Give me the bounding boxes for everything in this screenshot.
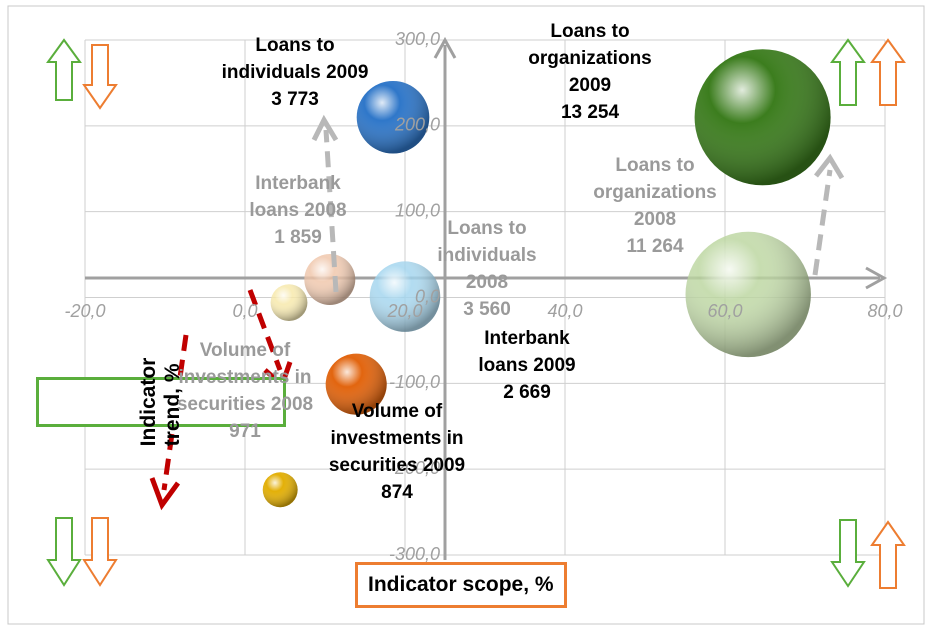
frame	[7, 5, 925, 625]
bubble-name: Volume of investments in securities 2008	[176, 340, 314, 415]
y-tick-label: 200,0	[394, 115, 440, 135]
bubble-size-label: 3 773	[271, 89, 319, 110]
bubble-size-label: 13 254	[560, 102, 620, 123]
bubble-size-label: 971	[229, 421, 261, 442]
x-tick-label: -20,0	[64, 301, 105, 321]
bubble-label: Volume of investments in securities 2008…	[165, 337, 325, 445]
bubble-name: Loans to organizations 2008	[593, 155, 717, 230]
x-tick-label: 80,0	[867, 301, 902, 321]
x-axis-title: Indicator scope, %	[355, 562, 567, 608]
bubble-size-label: 2 669	[503, 382, 551, 403]
bubble-name: Loans to individuals 2008	[437, 218, 537, 293]
bubble-size-label: 874	[381, 482, 413, 503]
y-tick-label: -200,0	[389, 458, 440, 478]
y-tick-label: 100,0	[395, 200, 440, 220]
bubble-size-label: 3 560	[463, 299, 511, 320]
bubble-name: Volume of investments in securities 2009	[328, 401, 466, 476]
bubble-size-label: 1 859	[274, 227, 322, 248]
bubble-name: Loans to organizations 2009	[528, 21, 652, 96]
bubble	[270, 284, 308, 322]
x-tick-label: 60,0	[707, 301, 742, 321]
x-tick-label: 0,0	[232, 301, 257, 321]
bubble-label: Interbank loans 2009 2 669	[462, 325, 592, 406]
y-tick-label: -100,0	[389, 372, 440, 392]
bubble-label: Loans to organizations 2008 11 264	[570, 152, 740, 260]
bubble-label: Loans to individuals 2008 3 560	[422, 215, 552, 323]
x-tick-label: 20,0	[386, 301, 422, 321]
bubble-name: Loans to individuals 2009	[221, 35, 369, 83]
y-tick-label: -300,0	[389, 544, 440, 564]
x-tick-label: 40,0	[547, 301, 582, 321]
bubble	[262, 472, 298, 508]
bubble-label: Interbank loans 2008 1 859	[233, 170, 363, 251]
corner-icons	[46, 38, 906, 589]
bubble-label: Loans to organizations 2009 13 254	[510, 18, 670, 126]
bubble-size-label: 11 264	[626, 236, 684, 257]
y-tick-label: 300,0	[395, 29, 440, 49]
bubble	[304, 254, 356, 305]
y-tick-label: 0,0	[415, 286, 440, 306]
bubble-name: Interbank loans 2009	[478, 328, 576, 376]
bubble-name: Interbank loans 2008	[249, 173, 347, 221]
bubble-label: Volume of investments in securities 2009…	[322, 398, 472, 506]
bubble-label: Loans to individuals 2009 3 773	[220, 32, 370, 113]
